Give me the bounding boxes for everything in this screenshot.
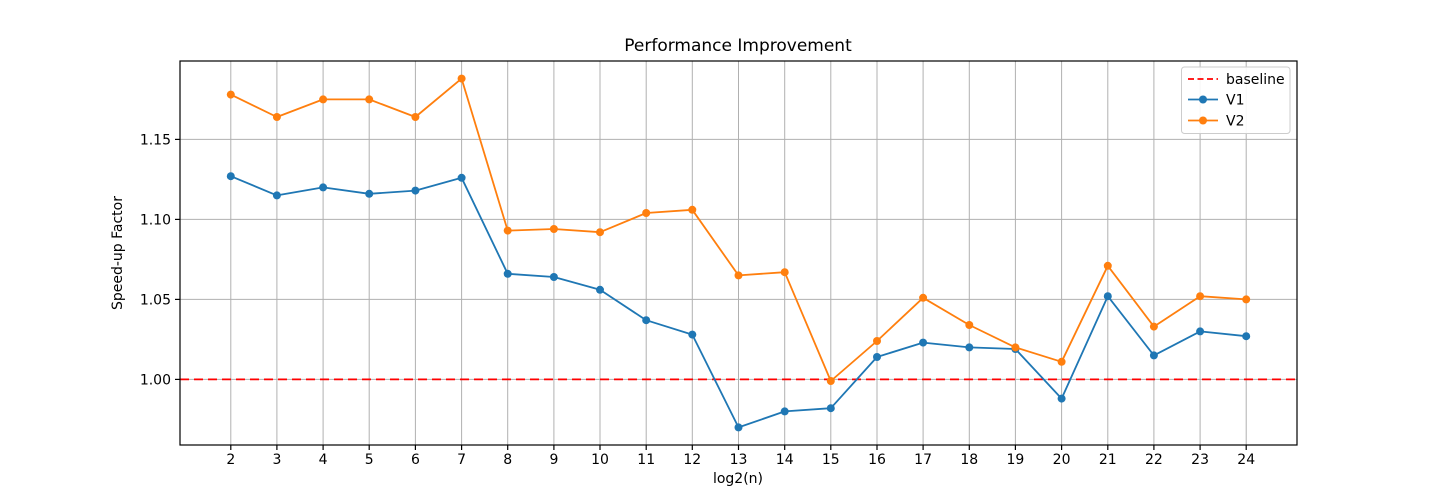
series-marker-v1 [226,172,235,181]
series-marker-v2 [780,268,789,277]
series-marker-v1 [1196,327,1205,336]
series-marker-v2 [1057,357,1066,366]
chart-title: Performance Improvement [624,36,852,56]
x-tick-label: 23 [1191,452,1209,468]
series-marker-v2 [873,337,881,345]
series-marker-v1 [549,273,558,281]
series-marker-v2 [1149,322,1158,331]
y-axis-label: Speed-up Factor [110,196,126,310]
x-tick-label: 3 [272,452,281,468]
x-tick-label: 5 [365,452,374,468]
series-marker-v2 [272,113,281,121]
x-tick-label: 8 [503,452,512,468]
series-marker-v1 [873,353,881,361]
series-marker-v1 [319,183,328,192]
x-tick-label: 13 [730,452,748,468]
series-marker-v2 [1196,292,1205,301]
x-tick-label: 2 [226,452,235,468]
legend-box [1181,66,1291,134]
y-tick-label: 1.00 [140,372,171,388]
legend: baseline V1 V2 [1181,66,1291,134]
series-marker-v2 [596,228,604,237]
x-tick-label: 14 [776,452,794,468]
series-marker-v2 [642,209,651,217]
x-tick-label: 20 [1053,452,1071,468]
series-marker-v2 [1011,343,1020,352]
legend-label: V1 [1226,93,1244,109]
series-marker-v1 [688,330,697,339]
series-marker-v1 [1149,351,1158,360]
x-tick-label: 11 [637,452,655,468]
x-axis-label: log2(n) [713,471,763,487]
x-tick-label: 7 [457,452,466,468]
series-marker-v1 [596,285,604,294]
series-marker-v1 [1057,394,1066,403]
legend-sample-marker [1199,116,1207,125]
series-marker-v1 [457,173,466,182]
series-marker-v2 [734,271,743,280]
x-tick-label: 22 [1145,452,1163,468]
series-marker-v1 [965,343,974,352]
data-series [180,74,1297,432]
series-marker-v1 [1242,332,1251,341]
x-tick-label: 19 [1006,452,1024,468]
axis-ticks: 2 3 4 5 6 7 8 9 10 11 12 13 14 15 16 17 18 19 20 21 22 23 241.… [140,132,1255,468]
series-marker-v1 [272,191,281,200]
series-marker-v1 [1103,292,1112,301]
plot-frame [179,60,1298,446]
grid-lines [180,61,1297,445]
series-marker-v2 [411,113,420,121]
x-tick-label: 15 [822,452,840,468]
series-marker-v2 [503,226,512,235]
series-marker-v2 [365,95,374,104]
series-marker-v1 [919,338,928,347]
series-marker-v1 [734,423,743,432]
series-marker-v1 [642,316,651,325]
x-tick-label: 21 [1099,452,1117,468]
y-tick-label: 1.15 [140,132,171,148]
x-tick-label: 18 [960,452,978,468]
series-marker-v2 [919,293,928,302]
x-tick-label: 9 [549,452,558,468]
x-tick-label: 6 [411,452,420,468]
x-tick-label: 12 [683,452,701,468]
series-marker-v1 [365,189,374,198]
x-tick-label: 17 [914,452,932,468]
x-tick-label: 16 [868,452,886,468]
series-marker-v2 [549,225,558,233]
series-marker-v1 [780,407,789,416]
y-tick-label: 1.05 [140,292,171,308]
series-marker-v2 [1103,261,1112,270]
series-marker-v2 [965,321,974,329]
series-marker-v1 [411,186,420,195]
y-tick-label: 1.10 [140,212,171,228]
series-marker-v2 [688,205,697,214]
series-marker-v2 [319,95,328,104]
series-marker-v2 [1242,295,1251,304]
x-tick-label: 4 [319,452,328,468]
legend-sample-marker [1199,95,1207,104]
series-marker-v1 [503,269,512,278]
series-marker-v2 [457,74,466,83]
x-tick-label: 24 [1237,452,1255,468]
series-marker-v1 [826,404,835,413]
legend-label: V2 [1226,114,1244,130]
legend-label: baseline [1226,72,1285,88]
series-marker-v2 [226,90,235,99]
series-marker-v2 [826,377,835,385]
x-tick-label: 10 [591,452,609,468]
